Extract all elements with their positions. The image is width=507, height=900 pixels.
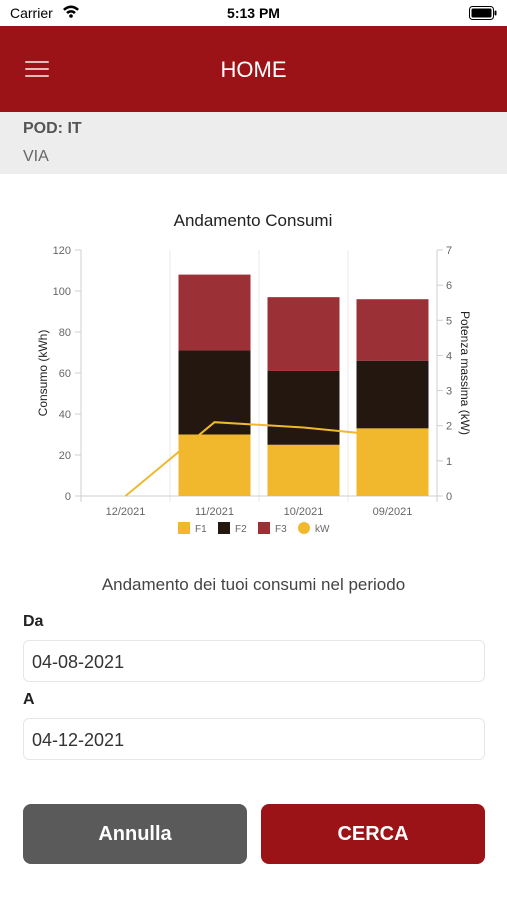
bar-f2 bbox=[356, 360, 429, 429]
y-axis-title: Consumo (kWh) bbox=[36, 330, 50, 417]
legend-label: F3 bbox=[275, 524, 287, 535]
legend-swatch-f3 bbox=[258, 522, 270, 534]
y-right-tick-label: 5 bbox=[446, 315, 452, 327]
wifi-icon bbox=[62, 4, 80, 23]
hamburger-icon bbox=[25, 61, 49, 63]
y-tick-label: 100 bbox=[53, 286, 71, 298]
y-tick-label: 60 bbox=[59, 368, 71, 380]
from-date-field[interactable]: 04-08-2021 bbox=[23, 640, 485, 682]
chart-svg: Andamento Consumi 0 20 40 60 80 100 120 0 1 2 3 4 5 6 7… bbox=[36, 211, 472, 535]
bar-f1 bbox=[267, 444, 340, 496]
bar-f3 bbox=[267, 297, 340, 371]
y-tick-label: 80 bbox=[59, 327, 71, 339]
y-right-tick-label: 2 bbox=[446, 421, 452, 433]
legend-label: F2 bbox=[235, 524, 247, 535]
bar-f1 bbox=[178, 434, 251, 496]
x-tick-label: 12/2021 bbox=[106, 506, 146, 518]
legend-label: F1 bbox=[195, 524, 207, 535]
y-right-axis-title: Potenza massima (kW) bbox=[458, 311, 472, 435]
from-label: Da bbox=[23, 613, 44, 630]
hamburger-icon bbox=[25, 75, 49, 77]
bar-f2 bbox=[267, 370, 340, 445]
cancel-button[interactable]: Annulla bbox=[23, 804, 247, 864]
chart-title: Andamento Consumi bbox=[174, 211, 333, 230]
y-tick-label: 40 bbox=[59, 409, 71, 421]
y-tick-label: 0 bbox=[65, 491, 71, 503]
y-right-tick-label: 7 bbox=[446, 245, 452, 257]
consumption-chart: Andamento Consumi 0 20 40 60 80 100 120 0 1 2 3 4 5 6 7… bbox=[0, 200, 507, 545]
to-date-field[interactable]: 04-12-2021 bbox=[23, 718, 485, 760]
address-label: VIA bbox=[23, 148, 49, 165]
bar-f3 bbox=[178, 274, 251, 351]
battery-icon bbox=[469, 6, 497, 25]
carrier-label: Carrier bbox=[10, 5, 53, 21]
bar-f2 bbox=[178, 350, 251, 435]
x-tick-label: 11/2021 bbox=[195, 506, 234, 518]
search-button[interactable]: CERCA bbox=[261, 804, 485, 864]
bar-f1 bbox=[356, 428, 429, 496]
pod-info-panel: POD: IT VIA bbox=[0, 112, 507, 174]
x-tick-label: 09/2021 bbox=[373, 506, 413, 518]
bar-f3 bbox=[356, 299, 429, 361]
pod-label: POD: IT bbox=[23, 120, 82, 137]
legend-swatch-f1 bbox=[178, 522, 190, 534]
legend-swatch-f2 bbox=[218, 522, 230, 534]
legend-swatch-kw bbox=[298, 522, 310, 534]
x-tick-label: 10/2021 bbox=[284, 506, 324, 518]
kw-line bbox=[124, 421, 393, 497]
from-date-value: 04-08-2021 bbox=[32, 652, 125, 672]
page-title: HOME bbox=[220, 57, 287, 82]
y-right-tick-label: 1 bbox=[446, 456, 452, 468]
clock-label: 5:13 PM bbox=[227, 5, 280, 21]
header-bar: HOME bbox=[0, 26, 507, 112]
to-label: A bbox=[23, 691, 35, 708]
to-date-value: 04-12-2021 bbox=[32, 730, 125, 750]
y-right-tick-label: 3 bbox=[446, 386, 452, 398]
hamburger-icon bbox=[25, 68, 49, 70]
y-tick-label: 20 bbox=[59, 450, 71, 462]
y-right-tick-label: 0 bbox=[446, 491, 452, 503]
legend-label: kW bbox=[315, 524, 330, 535]
y-right-tick-label: 6 bbox=[446, 280, 452, 292]
y-tick-label: 120 bbox=[53, 245, 71, 257]
status-bar: Carrier 5:13 PM bbox=[0, 0, 507, 26]
menu-button[interactable] bbox=[22, 56, 52, 82]
y-right-tick-label: 4 bbox=[446, 350, 452, 362]
period-description: Andamento dei tuoi consumi nel periodo bbox=[101, 575, 406, 594]
